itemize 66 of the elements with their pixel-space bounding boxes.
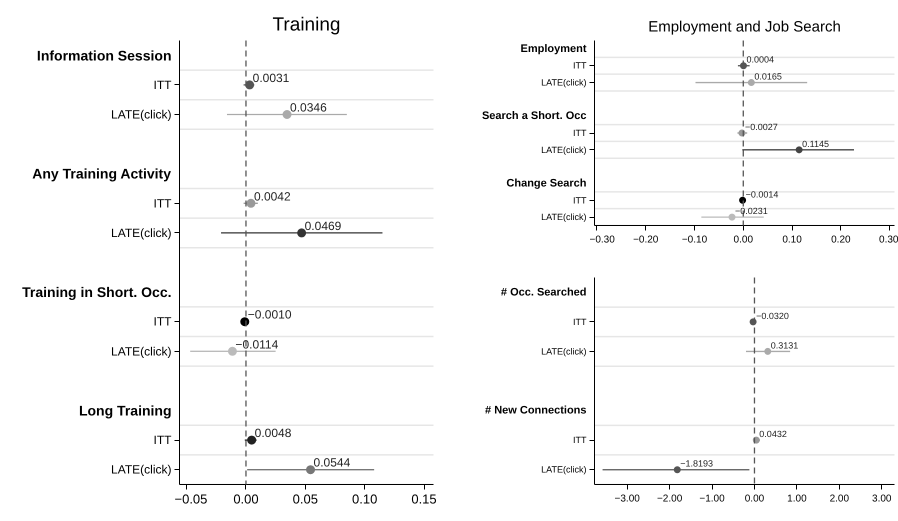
y-tick-label: LATE(click) (541, 212, 587, 222)
data-label: 0.3131 (770, 340, 798, 350)
data-label: −0.0010 (248, 308, 292, 322)
x-tick-label: 0.20 (831, 234, 852, 246)
y-tick-label: ITT (573, 316, 587, 327)
x-tick-label: 0.00 (734, 234, 754, 246)
data-label: 0.0042 (254, 189, 291, 204)
data-label: −0.0231 (735, 206, 768, 216)
y-tick-label: ITT (154, 196, 172, 210)
y-tick-label: Change Search (506, 177, 587, 190)
y-tick-label: ITT (154, 433, 172, 448)
x-tick-label: −1.00 (699, 494, 726, 504)
y-tick-label: LATE(click) (111, 226, 172, 240)
y-tick-label: LATE(click) (111, 108, 172, 122)
data-label: −0.0014 (746, 189, 778, 200)
y-tick-label: Search a Short. Occ (482, 110, 587, 122)
y-tick-label: # Occ. Searched (500, 286, 587, 298)
x-tick-label: 0.10 (352, 492, 378, 506)
data-label: 0.0004 (746, 54, 774, 65)
data-label: −1.8193 (680, 458, 714, 469)
y-tick-label: LATE(click) (541, 78, 587, 88)
y-tick-label: ITT (573, 128, 587, 138)
data-label: 0.0031 (252, 70, 290, 85)
x-tick-label: 0.00 (233, 492, 259, 506)
data-label: 0.0165 (754, 72, 782, 82)
y-tick-label: LATE(click) (111, 462, 172, 477)
x-tick-label: −0.20 (633, 234, 659, 246)
data-label: −0.0114 (235, 337, 279, 352)
y-tick-label: ITT (573, 195, 587, 206)
y-tick-label: Information Session (36, 47, 172, 64)
x-tick-label: 0.10 (782, 234, 802, 246)
data-label: 0.1145 (802, 138, 829, 149)
data-label: 0.0544 (314, 456, 351, 470)
y-tick-label: LATE(click) (541, 346, 587, 356)
y-tick-label: ITT (573, 435, 587, 446)
y-tick-label: LATE(click) (541, 144, 587, 155)
x-tick-label: 0.15 (411, 492, 437, 506)
y-tick-label: LATE(click) (541, 464, 587, 475)
x-tick-label: 1.00 (787, 494, 808, 504)
data-label: 0.0432 (759, 429, 787, 440)
y-tick-label: Training in Short. Occ. (22, 284, 172, 300)
x-tick-label: 2.00 (830, 494, 850, 504)
y-tick-label: ITT (573, 60, 587, 71)
y-tick-label: # New Connections (485, 404, 587, 417)
data-label: 0.0048 (254, 426, 292, 440)
x-tick-label: −0.10 (682, 234, 708, 246)
data-label: 0.0346 (290, 100, 328, 114)
x-tick-label: −2.00 (656, 494, 683, 504)
data-label: −0.0027 (744, 122, 778, 132)
y-tick-label: Long Training (78, 402, 172, 418)
data-label: −0.0320 (756, 310, 789, 321)
y-tick-label: ITT (154, 314, 172, 329)
x-tick-label: 0.00 (744, 494, 765, 504)
x-tick-label: −3.00 (614, 494, 640, 504)
x-tick-label: 3.00 (872, 494, 892, 504)
y-tick-label: Any Training Activity (32, 166, 172, 182)
x-tick-label: −0.05 (174, 492, 208, 506)
chart-title: Training (272, 14, 340, 36)
data-label: 0.0469 (304, 218, 342, 233)
chart-title: Employment and Job Search (648, 18, 841, 36)
x-tick-label: 0.30 (879, 234, 898, 246)
y-tick-label: Employment (520, 42, 587, 55)
y-tick-label: ITT (154, 78, 172, 92)
x-tick-label: −0.30 (590, 234, 616, 246)
x-tick-label: 0.05 (292, 492, 318, 506)
y-tick-label: LATE(click) (111, 344, 172, 358)
